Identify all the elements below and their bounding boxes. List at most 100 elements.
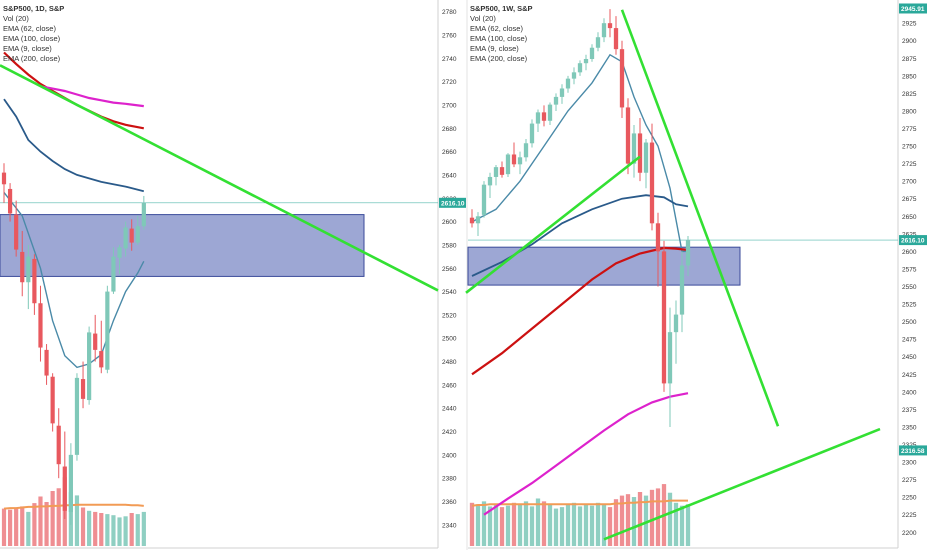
- volume-bar: [487, 506, 493, 546]
- volume-bar: [631, 497, 637, 546]
- candle-body: [135, 226, 140, 243]
- legend-ema100: EMA (100, close): [470, 34, 528, 43]
- y-tick-label: 2540: [442, 289, 457, 296]
- y-tick-label: 2700: [902, 179, 917, 186]
- y-tick-label: 2500: [442, 336, 457, 343]
- top-price-label: 2945.91: [901, 6, 925, 13]
- candle-body: [481, 184, 487, 215]
- y-tick-label: 2625: [902, 231, 917, 238]
- candle-body: [26, 256, 31, 283]
- candle-body: [44, 349, 49, 376]
- volume-ma-line: [471, 499, 688, 507]
- candle-body: [141, 202, 146, 227]
- y-tick-label: 2340: [442, 522, 457, 529]
- y-tick-label: 2460: [442, 382, 457, 389]
- volume-bar: [667, 492, 673, 546]
- candle-body: [541, 112, 547, 121]
- candle-body: [99, 351, 104, 368]
- candle-body: [62, 466, 67, 511]
- y-tick-label: 2380: [442, 476, 457, 483]
- support-zone: [467, 246, 741, 286]
- volume-bar: [613, 499, 619, 546]
- candle-body: [111, 256, 116, 292]
- last-price-box: [899, 235, 927, 246]
- candle-body: [547, 104, 553, 121]
- volume-bar: [469, 502, 475, 546]
- candle-body: [637, 133, 643, 173]
- candle-body: [469, 217, 475, 224]
- y-tick-label: 2360: [442, 499, 457, 506]
- candle-body: [559, 88, 565, 97]
- candle-body: [565, 78, 571, 89]
- volume-bar: [99, 513, 104, 546]
- volume-bar: [619, 495, 625, 546]
- y-tick-label: 2350: [902, 424, 917, 431]
- candle-body: [655, 223, 661, 252]
- legend-ema62: EMA (62, close): [470, 24, 523, 33]
- y-tick-label: 2500: [902, 319, 917, 326]
- y-tick-label: 2760: [442, 32, 457, 39]
- y-tick-label: 2560: [442, 266, 457, 273]
- volume-bar: [583, 504, 589, 546]
- candle-body: [535, 112, 541, 124]
- volume-bar: [111, 515, 116, 546]
- last-price-box: [439, 197, 467, 208]
- y-tick-label: 2525: [902, 302, 917, 309]
- candle-body: [117, 247, 122, 258]
- volume-bar: [20, 506, 25, 546]
- y-tick-label: 2225: [902, 512, 917, 519]
- y-tick-label: 2650: [902, 214, 917, 221]
- last-price-label: 2616.10: [441, 200, 465, 207]
- y-tick-label: 2480: [442, 359, 457, 366]
- volume-bar: [123, 516, 128, 546]
- candle-body: [607, 23, 613, 29]
- volume-bar: [475, 504, 481, 546]
- candle-body: [649, 142, 655, 224]
- candle-body: [685, 240, 691, 266]
- candle-body: [32, 258, 37, 304]
- y-tick-label: 2200: [902, 530, 917, 537]
- y-tick-label: 2300: [902, 460, 917, 467]
- chart-daily: 2340 2360 2380 2400 2420 2440 2460 2480 2500 2520…: [0, 0, 467, 549]
- ema-line-3: [483, 392, 689, 516]
- y-tick-label: 2800: [902, 108, 917, 115]
- ema-line-3: [40, 85, 144, 108]
- candle-body: [68, 454, 73, 513]
- volume-bar: [87, 510, 92, 546]
- y-tick-label: 2775: [902, 126, 917, 133]
- support-zone: [0, 214, 365, 277]
- trendline-0: [620, 9, 780, 427]
- y-tick-label: 2275: [902, 477, 917, 484]
- candle-body: [529, 123, 535, 144]
- candle-body: [613, 28, 619, 50]
- candle-body: [667, 332, 673, 384]
- volume-bar: [643, 495, 649, 546]
- y-tick-label: 2420: [442, 429, 457, 436]
- legend-ema100: EMA (100, close): [3, 34, 61, 43]
- trendline-1: [465, 155, 641, 294]
- candle-body: [643, 142, 649, 173]
- volume-bar: [625, 494, 631, 546]
- volume-bar: [511, 502, 517, 546]
- candle-body: [56, 425, 61, 465]
- y-tick-label: 2550: [902, 284, 917, 291]
- candle-body: [631, 133, 637, 164]
- volume-bar: [32, 503, 37, 546]
- candle-body: [475, 216, 481, 224]
- volume-bar: [74, 495, 80, 546]
- trendline-2: [603, 427, 881, 541]
- volume-bar: [135, 514, 140, 546]
- volume-bar: [523, 501, 529, 546]
- volume-bar: [50, 491, 55, 546]
- top-price-box: [899, 3, 927, 14]
- candle-body: [595, 37, 601, 48]
- volume-bar: [117, 517, 122, 546]
- volume-ma-line: [3, 503, 144, 510]
- volume-bar: [535, 498, 541, 546]
- legend-ema200: EMA (200, close): [3, 54, 61, 63]
- vol-ma-label: 2316.58: [901, 448, 925, 455]
- volume-bar: [80, 507, 86, 546]
- volume-bar: [571, 502, 577, 546]
- volume-bar: [595, 502, 601, 546]
